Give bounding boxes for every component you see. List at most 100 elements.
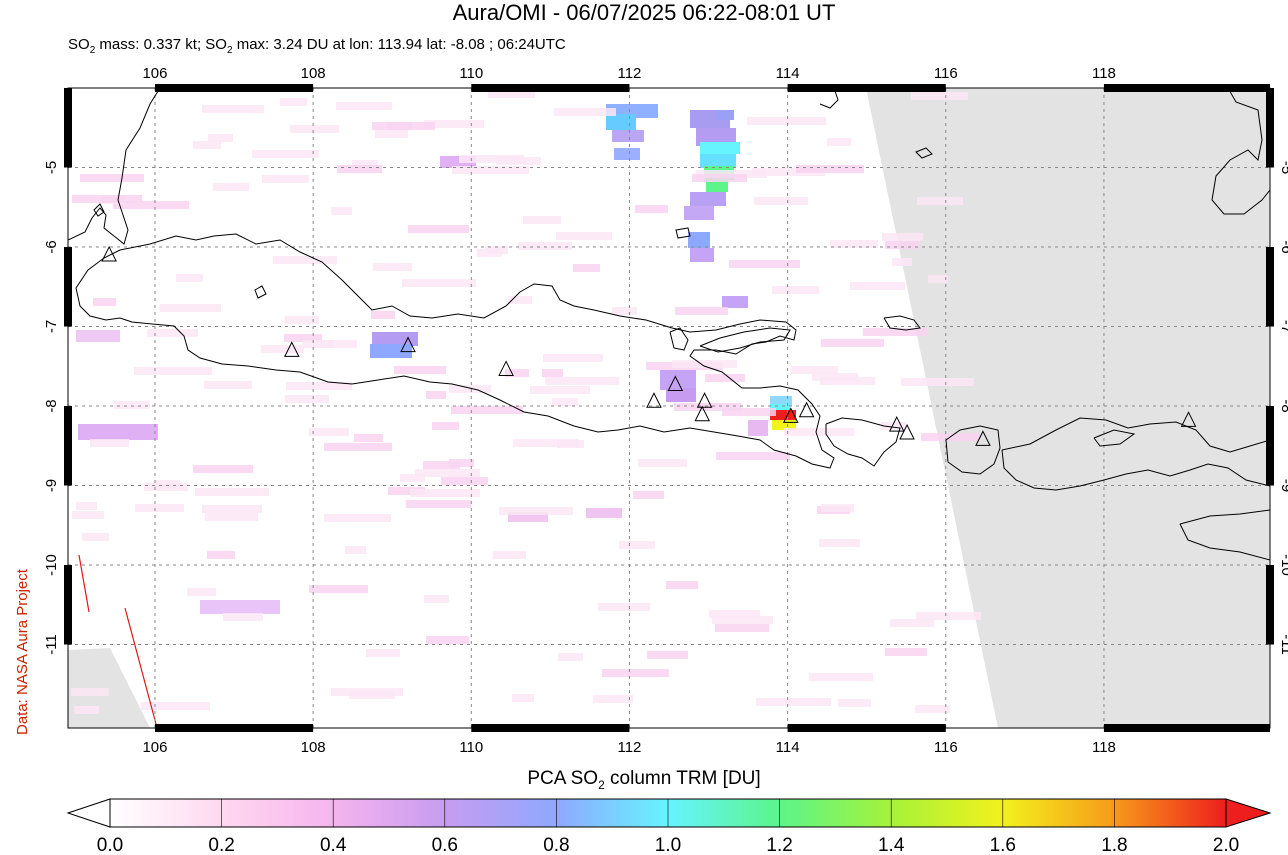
colorbar-tick-label: 1.4: [878, 835, 905, 855]
so2-pixel: [426, 636, 469, 644]
lon-tick-label-top: 114: [776, 65, 800, 82]
so2-pixel: [838, 699, 871, 707]
so2-pixel: [408, 225, 469, 233]
so2-pixel: [284, 334, 322, 342]
so2-pixel: [493, 551, 526, 559]
so2-pixel: [635, 205, 668, 213]
so2-pixel: [155, 480, 180, 488]
so2-pixel: [72, 195, 142, 203]
so2-pixel: [451, 406, 523, 414]
map-panel: 106 106 108 108 110 110 112 112 114 114 116 116 118 1…: [43, 65, 1288, 756]
volcano-marker: [498, 360, 514, 376]
so2-pixel: [193, 465, 253, 473]
volcano-marker: [283, 341, 300, 357]
so2-pixel: [530, 386, 590, 394]
so2-pixel: [558, 653, 583, 661]
so2-pixel: [485, 246, 508, 254]
so2-pixel: [716, 452, 790, 460]
so2-pixel: [901, 378, 974, 386]
so2-pixel: [331, 688, 403, 696]
so2-pixel-layer: [71, 90, 981, 714]
so2-pixel: [113, 201, 189, 209]
frame-segment: [1103, 724, 1270, 732]
volcano-marker: [696, 392, 713, 408]
so2-pixel: [770, 404, 790, 412]
so2-pixel: [612, 307, 637, 315]
so2-pixel: [366, 649, 400, 657]
so2-pixel: [309, 428, 349, 436]
colorbar-over-arrow: [1225, 798, 1272, 828]
frame-segment: [1266, 88, 1274, 168]
volcano-marker: [101, 245, 117, 262]
so2-pixel: [821, 339, 884, 347]
so2-pixel: [71, 688, 109, 696]
lat-tick-label-left: -11: [43, 634, 60, 655]
so2-pixel: [700, 142, 740, 154]
so2-pixel: [135, 504, 184, 512]
lon-tick-label-bottom: 106: [142, 739, 167, 756]
volcano-marker: [888, 415, 905, 432]
so2-pixel: [432, 422, 459, 430]
volcano-marker: [1180, 411, 1197, 427]
frame-segment: [471, 724, 630, 732]
volcano-marker: [400, 336, 416, 353]
colorbar-tick-label: 0.8: [543, 835, 569, 855]
so2-pixel: [543, 354, 603, 362]
colorbar-tick-labels: 0.0 0.2 0.4 0.6 0.8 1.0 1.2 1.4 1.6 1.8 2.0: [97, 799, 1239, 855]
lon-tick-label-bottom: 112: [617, 739, 641, 756]
so2-pixel: [928, 275, 948, 283]
so2-pixel: [772, 420, 796, 430]
so2-pixel: [756, 698, 831, 706]
so2-pixel: [586, 508, 622, 518]
so2-pixel: [285, 316, 319, 324]
so2-pixel: [700, 154, 736, 168]
so2-pixel: [722, 296, 748, 308]
so2-pixel: [812, 373, 858, 381]
lat-tick-label-right: -5: [1278, 161, 1288, 174]
so2-pixel: [692, 174, 747, 182]
colorbar-tick-label: 0.6: [432, 835, 458, 855]
lon-tick-label-top: 110: [459, 65, 483, 82]
so2-pixel: [352, 160, 378, 168]
so2-pixel: [93, 298, 116, 306]
so2-pixel: [819, 539, 860, 547]
so2-pixel: [213, 183, 249, 191]
so2-pixel: [424, 595, 449, 603]
so2-pixel: [748, 420, 768, 436]
so2-pixel: [207, 551, 235, 559]
so2-pixel: [915, 705, 950, 713]
so2-pixel: [452, 166, 529, 174]
lat-lon-grid: [68, 88, 1270, 728]
map-subtitle: SO2 mass: 0.337 kt; SO2 max: 3.24 DU at …: [68, 36, 566, 56]
frame-segment: [787, 724, 946, 732]
volcano-marker: [975, 430, 991, 446]
so2-pixel: [372, 332, 418, 346]
so2-pixel: [204, 381, 252, 389]
so2-pixel: [684, 206, 714, 220]
so2-pixel: [512, 694, 534, 702]
so2-pixel: [666, 388, 696, 402]
so2-pixel: [552, 398, 578, 406]
lon-tick-label-bottom: 108: [301, 739, 326, 756]
so2-pixel: [505, 369, 529, 377]
swath-edge-line: [78, 554, 90, 613]
so2-pixel: [160, 304, 221, 312]
so2-pixel: [690, 248, 714, 262]
so2-pixel: [508, 296, 532, 304]
so2-pixel: [911, 92, 968, 100]
lon-tick-label-bottom: 110: [459, 739, 483, 756]
colorbar-tick-label: 1.0: [655, 835, 681, 855]
lon-tick-label-top: 112: [617, 65, 641, 82]
so2-pixel: [754, 197, 808, 205]
so2-pixel: [309, 585, 368, 593]
so2-pixel: [82, 533, 109, 541]
lon-tick-label-top: 116: [934, 65, 958, 82]
lat-tick-label-left: -7: [43, 320, 60, 333]
lat-tick-label-right: -9: [1278, 479, 1288, 492]
coastlines: [68, 88, 1270, 561]
colorbar-tick-label: 0.2: [208, 835, 234, 855]
so2-pixel: [290, 125, 339, 133]
so2-pixel: [809, 673, 873, 681]
frame-segment: [154, 724, 314, 732]
so2-pixel: [612, 130, 644, 142]
